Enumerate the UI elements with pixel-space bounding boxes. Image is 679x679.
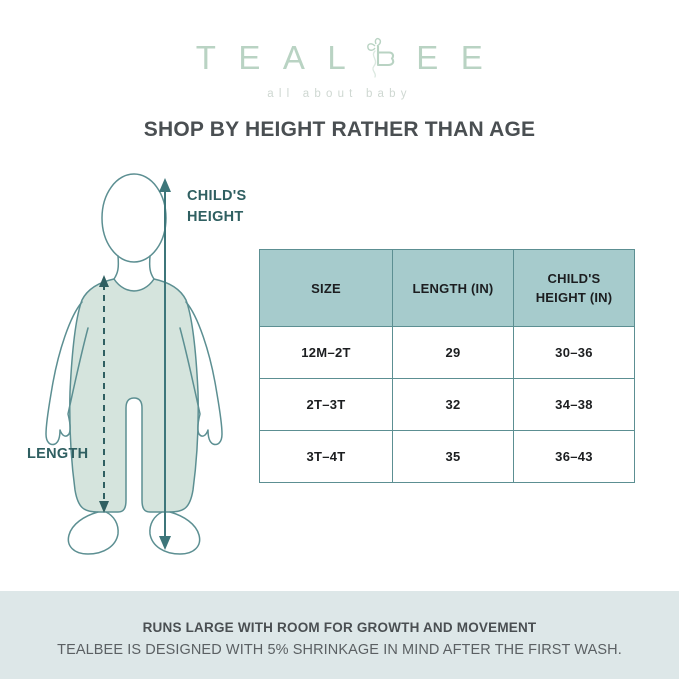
child-figure-illustration (14, 160, 264, 570)
column-header-childs-height-line2: HEIGHT (IN) (535, 290, 613, 305)
length-label: LENGTH (27, 446, 89, 462)
brand-logo: T E A L E E all about baby (0, 34, 679, 100)
brand-tagline: all about baby (267, 88, 412, 100)
footer-headline: RUNS LARGE WITH ROOM FOR GROWTH AND MOVE… (142, 620, 537, 635)
column-header-length: LENGTH (IN) (392, 249, 514, 327)
cell-size: 2T–3T (259, 378, 393, 431)
childs-height-label: CHILD'S HEIGHT (187, 186, 247, 228)
logo-letter-l: L (327, 38, 347, 76)
cell-height: 36–43 (513, 430, 635, 483)
garment-length-arrow-icon (99, 275, 109, 513)
table-row: 2T–3T 32 34–38 (259, 378, 635, 431)
cell-height: 34–38 (513, 378, 635, 431)
logo-letter-e2: E (416, 38, 439, 76)
brand-logo-letters: T E A L E E (0, 34, 679, 80)
bee-logo-icon (361, 34, 401, 80)
column-header-childs-height-line1: CHILD'S (547, 271, 601, 286)
cell-length: 35 (392, 430, 514, 483)
logo-letter-e1: E (238, 38, 261, 76)
cell-height: 30–36 (513, 326, 635, 379)
logo-letter-a: A (282, 38, 306, 76)
cell-length: 29 (392, 326, 514, 379)
logo-letter-t: T (195, 38, 217, 76)
column-header-childs-height: CHILD'S HEIGHT (IN) (513, 249, 635, 327)
page-title: SHOP BY HEIGHT RATHER THAN AGE (143, 118, 536, 141)
cell-length: 32 (392, 378, 514, 431)
column-header-size: SIZE (259, 249, 393, 327)
table-header-row: SIZE LENGTH (IN) CHILD'S HEIGHT (IN) (259, 249, 635, 327)
child-height-arrow-icon (159, 178, 171, 550)
cell-size: 12M–2T (259, 326, 393, 379)
cell-size: 3T–4T (259, 430, 393, 483)
table-row: 3T–4T 35 36–43 (259, 430, 635, 483)
childs-height-label-line1: CHILD'S (187, 188, 247, 204)
footer-note: RUNS LARGE WITH ROOM FOR GROWTH AND MOVE… (0, 591, 679, 679)
footer-subtext: TEALBEE IS DESIGNED WITH 5% SHRINKAGE IN… (57, 642, 622, 658)
logo-letter-e3: E (460, 38, 484, 76)
table-row: 12M–2T 29 30–36 (259, 326, 635, 379)
childs-height-label-line2: HEIGHT (187, 209, 244, 225)
size-chart-table: SIZE LENGTH (IN) CHILD'S HEIGHT (IN) 12M… (259, 249, 635, 483)
